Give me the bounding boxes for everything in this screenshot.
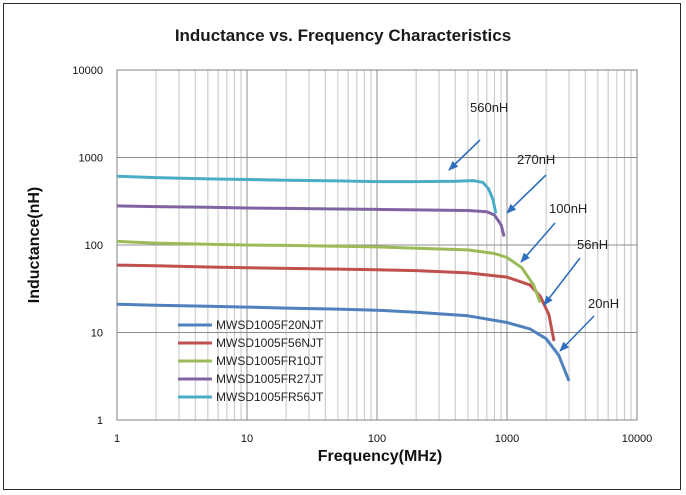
plot-area — [116, 69, 638, 421]
series-lines — [116, 174, 571, 382]
annotation-label: 56nH — [577, 237, 608, 252]
annotation-arrow — [520, 222, 556, 263]
annotation-label: 560nH — [470, 100, 508, 115]
legend-label: MWSD1005FR27JT — [216, 372, 324, 386]
x-tick-label: 10000 — [622, 433, 653, 445]
annotation-arrow — [543, 257, 581, 306]
annotation-arrow — [448, 139, 481, 171]
legend-label: MWSD1005FR56JT — [216, 390, 324, 404]
x-tick-label: 1 — [114, 433, 120, 445]
chart-title: Inductance vs. Frequency Characteristics — [175, 26, 511, 45]
series-line-4 — [116, 174, 498, 214]
annotation-label: 100nH — [549, 201, 587, 216]
annotation-arrow — [506, 174, 547, 214]
y-tick-label: 1 — [97, 415, 103, 427]
annotation-label: 20nH — [588, 296, 619, 311]
y-tick-label: 10000 — [72, 65, 103, 77]
y-tick-label: 1000 — [79, 153, 103, 165]
annotation-arrow — [559, 315, 595, 352]
x-axis-title: Frequency(MHz) — [318, 448, 442, 465]
series-line-0 — [116, 302, 571, 382]
x-tick-label: 10 — [241, 433, 253, 445]
x-tick-label: 100 — [368, 433, 386, 445]
annotation-label: 270nH — [517, 152, 555, 167]
annotations: 560nH 270nH 100nH 56nH 20nH — [448, 100, 619, 352]
y-axis-title: Inductance(nH) — [26, 187, 43, 303]
x-tick-label: 1000 — [495, 433, 519, 445]
series-line-1 — [116, 263, 556, 342]
tick-labels: 1 10 100 1000 10000 1 10 100 1000 10000 — [72, 65, 652, 445]
series-line-2 — [116, 239, 542, 304]
y-tick-label: 100 — [85, 240, 103, 252]
y-tick-label: 10 — [91, 328, 103, 340]
legend-label: MWSD1005FR10JT — [216, 354, 324, 368]
legend-label: MWSD1005F56NJT — [216, 336, 324, 350]
series-line-3 — [116, 204, 506, 237]
legend-label: MWSD1005F20NJT — [216, 318, 324, 332]
legend: MWSD1005F20NJT MWSD1005F56NJT MWSD1005FR10… — [178, 318, 324, 404]
